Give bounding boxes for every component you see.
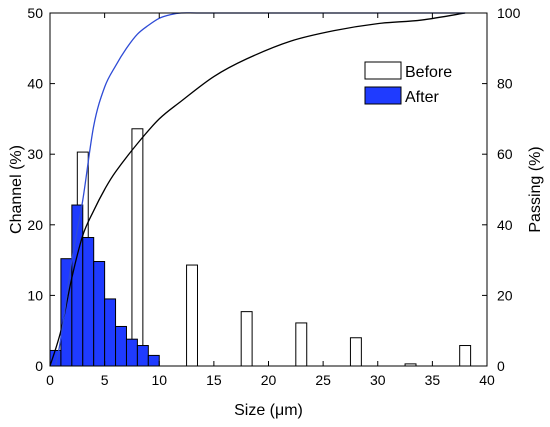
after-bar (125, 338, 138, 367)
before-bar (186, 264, 198, 367)
y2-tick-label: 0 (497, 358, 505, 374)
y2-tick-label: 40 (497, 217, 513, 233)
x-tick-label: 40 (479, 372, 495, 388)
y-tick-label: 30 (27, 146, 43, 162)
y-tick-label: 0 (35, 358, 43, 374)
x-tick-label: 30 (370, 372, 386, 388)
after-bars (49, 204, 160, 367)
y-tick-label: 50 (27, 5, 43, 21)
after-bar (93, 261, 106, 367)
after-bar (136, 345, 149, 367)
y2-tick-label: 80 (497, 76, 513, 92)
x-tick-label: 0 (46, 372, 54, 388)
after-bar (115, 325, 127, 367)
after-bar (147, 354, 160, 367)
after-bar (82, 237, 95, 367)
x-tick-label: 15 (206, 372, 222, 388)
y2-tick-label: 60 (497, 146, 513, 162)
before-bar (240, 311, 253, 367)
x-tick-label: 5 (101, 372, 109, 388)
before-bar (349, 337, 362, 367)
before-bar (131, 128, 144, 367)
legend-swatch-after (364, 86, 402, 105)
after-bar (104, 298, 117, 367)
y-axis-label: Channel (%) (8, 145, 25, 234)
y2-axis-label: Passing (%) (527, 146, 544, 232)
before-passing-curve (49, 12, 466, 367)
legend-label-after: After (405, 89, 439, 106)
before-bar (295, 322, 308, 367)
legend: Before After (364, 61, 452, 106)
y-tick-label: 20 (27, 217, 43, 233)
x-axis-label: Size (μm) (234, 402, 303, 419)
x-tick-label: 25 (315, 372, 331, 388)
legend-swatch-before (364, 61, 402, 80)
before-bars (76, 128, 472, 367)
legend-label-before: Before (405, 64, 452, 81)
x-tick-label: 20 (261, 372, 277, 388)
y2-tick-label: 100 (497, 5, 521, 21)
y2-tick-label: 20 (497, 287, 513, 303)
x-tick-label: 10 (151, 372, 167, 388)
y-tick-label: 10 (27, 287, 43, 303)
before-bar (459, 345, 472, 367)
after-passing-curve (54, 12, 466, 367)
x-tick-label: 35 (425, 372, 441, 388)
y-tick-label: 40 (27, 76, 43, 92)
